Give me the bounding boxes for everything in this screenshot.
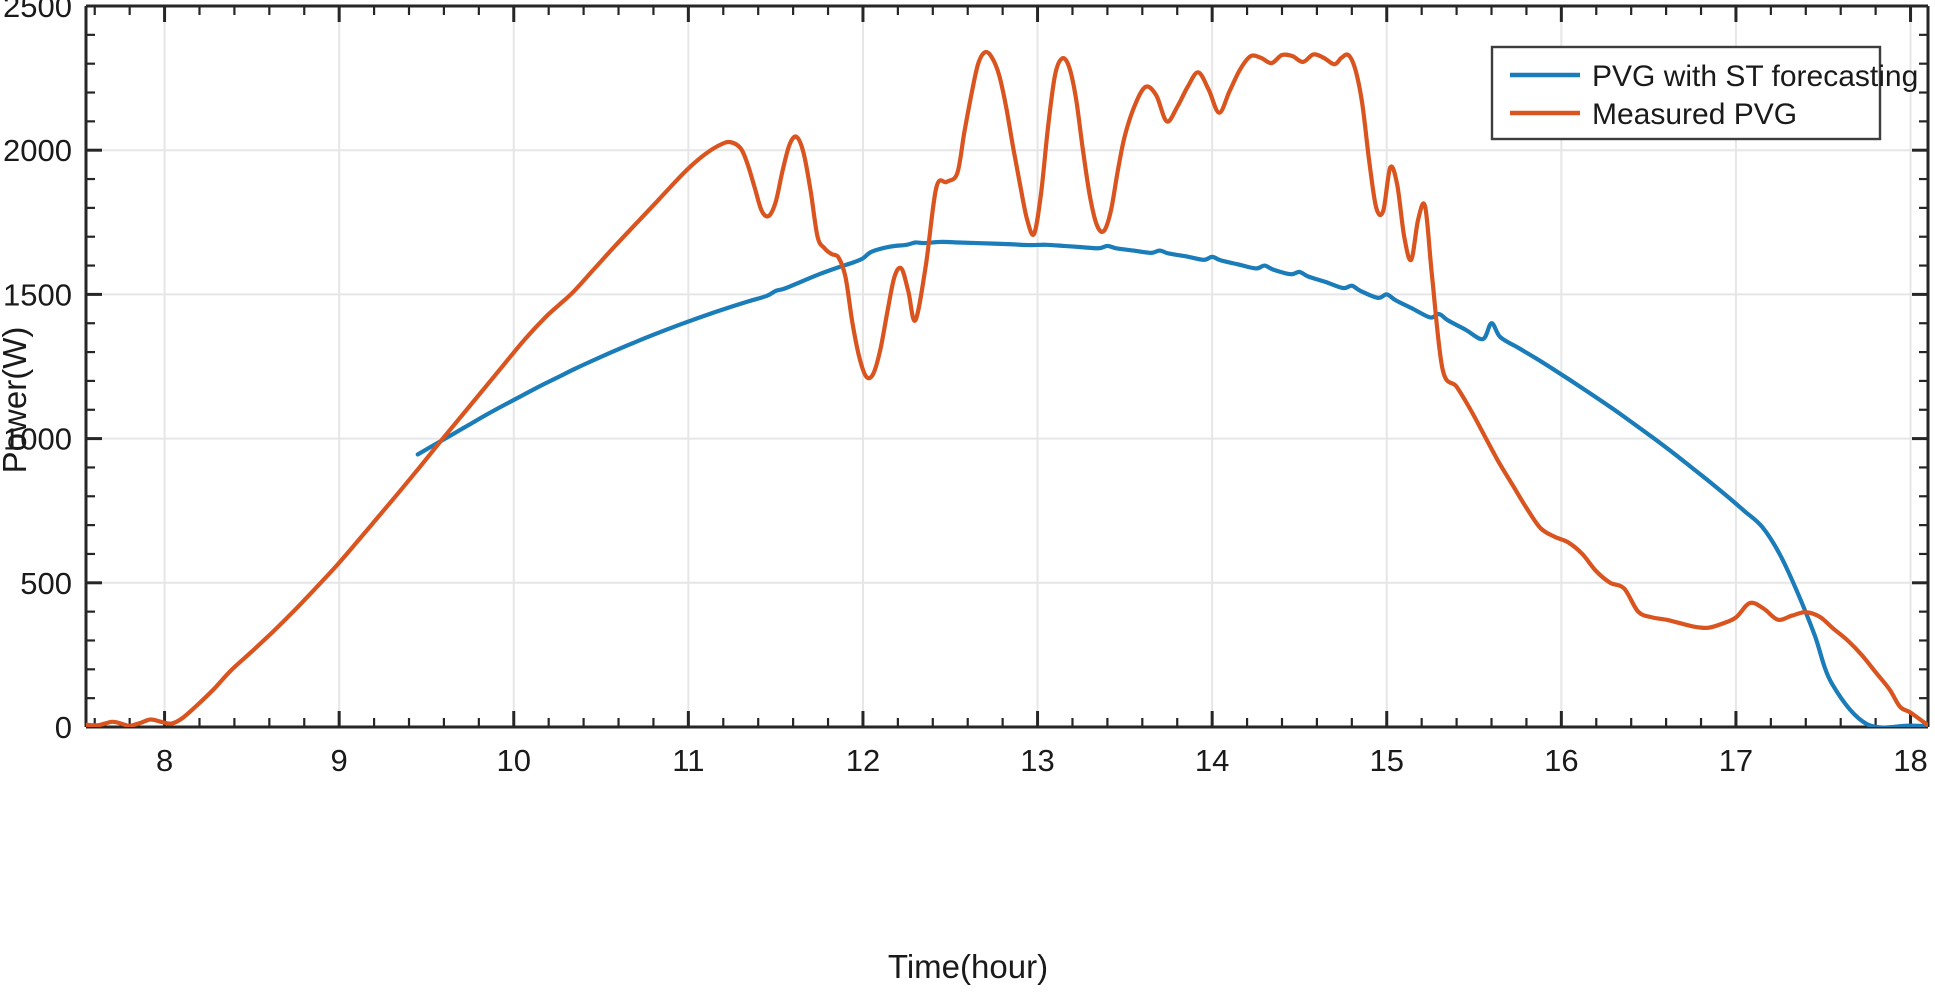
y-tick-label: 0: [55, 710, 72, 745]
y-axis-title: Power(W): [0, 327, 33, 474]
x-tick-label: 10: [497, 743, 531, 778]
legend: PVG with ST forecasting Measured PVG: [1490, 45, 1918, 141]
axis-ticks: [86, 4, 1928, 729]
y-tick-label: 1500: [3, 277, 72, 312]
y-tick-label: 1000: [3, 422, 72, 457]
x-tick-label: 13: [1020, 743, 1054, 778]
data-series: [86, 49, 1928, 727]
x-tick-label: 12: [846, 743, 880, 778]
y-tick-label: 2500: [3, 0, 72, 24]
grid-lines: [86, 5, 1928, 727]
y-tick-label: 500: [20, 566, 72, 601]
series-line-forecast: [415, 239, 1928, 727]
x-tick-label: 18: [1893, 743, 1927, 778]
series-clip-group: [86, 49, 1928, 727]
series-line-measured: [86, 49, 1928, 727]
x-axis-title: Time(hour): [888, 948, 1048, 985]
y-tick-label: 2000: [3, 133, 72, 168]
x-tick-label: 16: [1544, 743, 1578, 778]
x-tick-label: 11: [672, 743, 704, 778]
legend-label-measured: Measured PVG: [1592, 98, 1797, 131]
axis-tick-labels: 8 9 10 11 12 13 14 15 16 17 18 0 500 1000 1500 2000 2500: [3, 0, 1928, 778]
axis-frame: [84, 4, 1930, 729]
legend-box: [1490, 45, 1882, 141]
x-tick-label: 14: [1195, 743, 1229, 778]
x-tick-label: 15: [1370, 743, 1404, 778]
x-tick-label: 9: [331, 743, 348, 778]
x-tick-label: 8: [156, 743, 173, 778]
x-tick-label: 17: [1719, 743, 1753, 778]
legend-label-forecast: PVG with ST forecasting: [1592, 60, 1918, 93]
